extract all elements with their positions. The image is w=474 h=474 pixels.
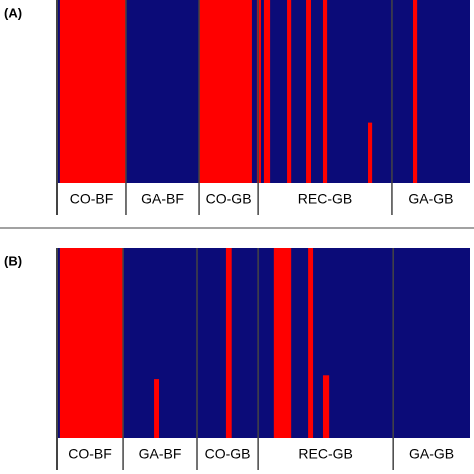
group-label: REC-GB [298, 191, 352, 207]
group-label: CO-BF [68, 446, 112, 462]
ancestry-bar [263, 0, 271, 183]
panel-label: (A) [4, 5, 22, 20]
ancestry-bar [225, 248, 232, 438]
ancestry-bar [256, 0, 262, 183]
group-label: CO-GB [205, 446, 251, 462]
ancestry-bar [199, 0, 252, 183]
ancestry-bar [59, 248, 124, 438]
group-label: GA-GB [408, 191, 453, 207]
group-label: GA-GB [409, 446, 454, 462]
ancestry-bar [273, 248, 292, 438]
ancestry-bar [306, 0, 311, 183]
ancestry-bar [287, 0, 292, 183]
plot-background [57, 248, 470, 438]
ancestry-bar [154, 379, 160, 438]
group-label: CO-BF [70, 191, 114, 207]
ancestry-bar [367, 122, 373, 183]
panel-label: (B) [4, 253, 22, 268]
ancestry-bar [413, 0, 418, 183]
ancestry-bar [59, 0, 126, 183]
ancestry-bar [322, 375, 330, 438]
group-label: REC-GB [298, 446, 352, 462]
ancestry-bar [322, 0, 328, 183]
group-label: GA-BF [141, 191, 184, 207]
ancestry-bar [308, 248, 314, 438]
group-label: GA-BF [139, 446, 182, 462]
group-label: CO-GB [206, 191, 252, 207]
